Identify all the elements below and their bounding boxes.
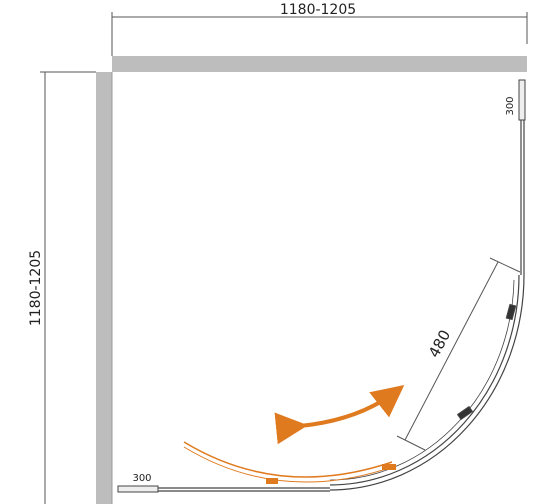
width-dimension: 1180-1205 [111,2,528,56]
depth-label: 1180-1205 [28,250,44,326]
bottom-panel: 300 [117,473,330,493]
curved-door [329,274,525,491]
back-wall [112,56,527,72]
right-panel: 300 [505,79,526,275]
width-label: 1180-1205 [280,2,356,18]
door-dimension-label: 480 [425,327,454,361]
side-wall [96,72,112,504]
bottom-panel-label: 300 [132,473,151,484]
depth-dimension: 1180-1205 [28,71,96,504]
right-panel-label: 300 [505,96,516,115]
swing-arrow [274,385,405,445]
open-door [183,441,393,484]
